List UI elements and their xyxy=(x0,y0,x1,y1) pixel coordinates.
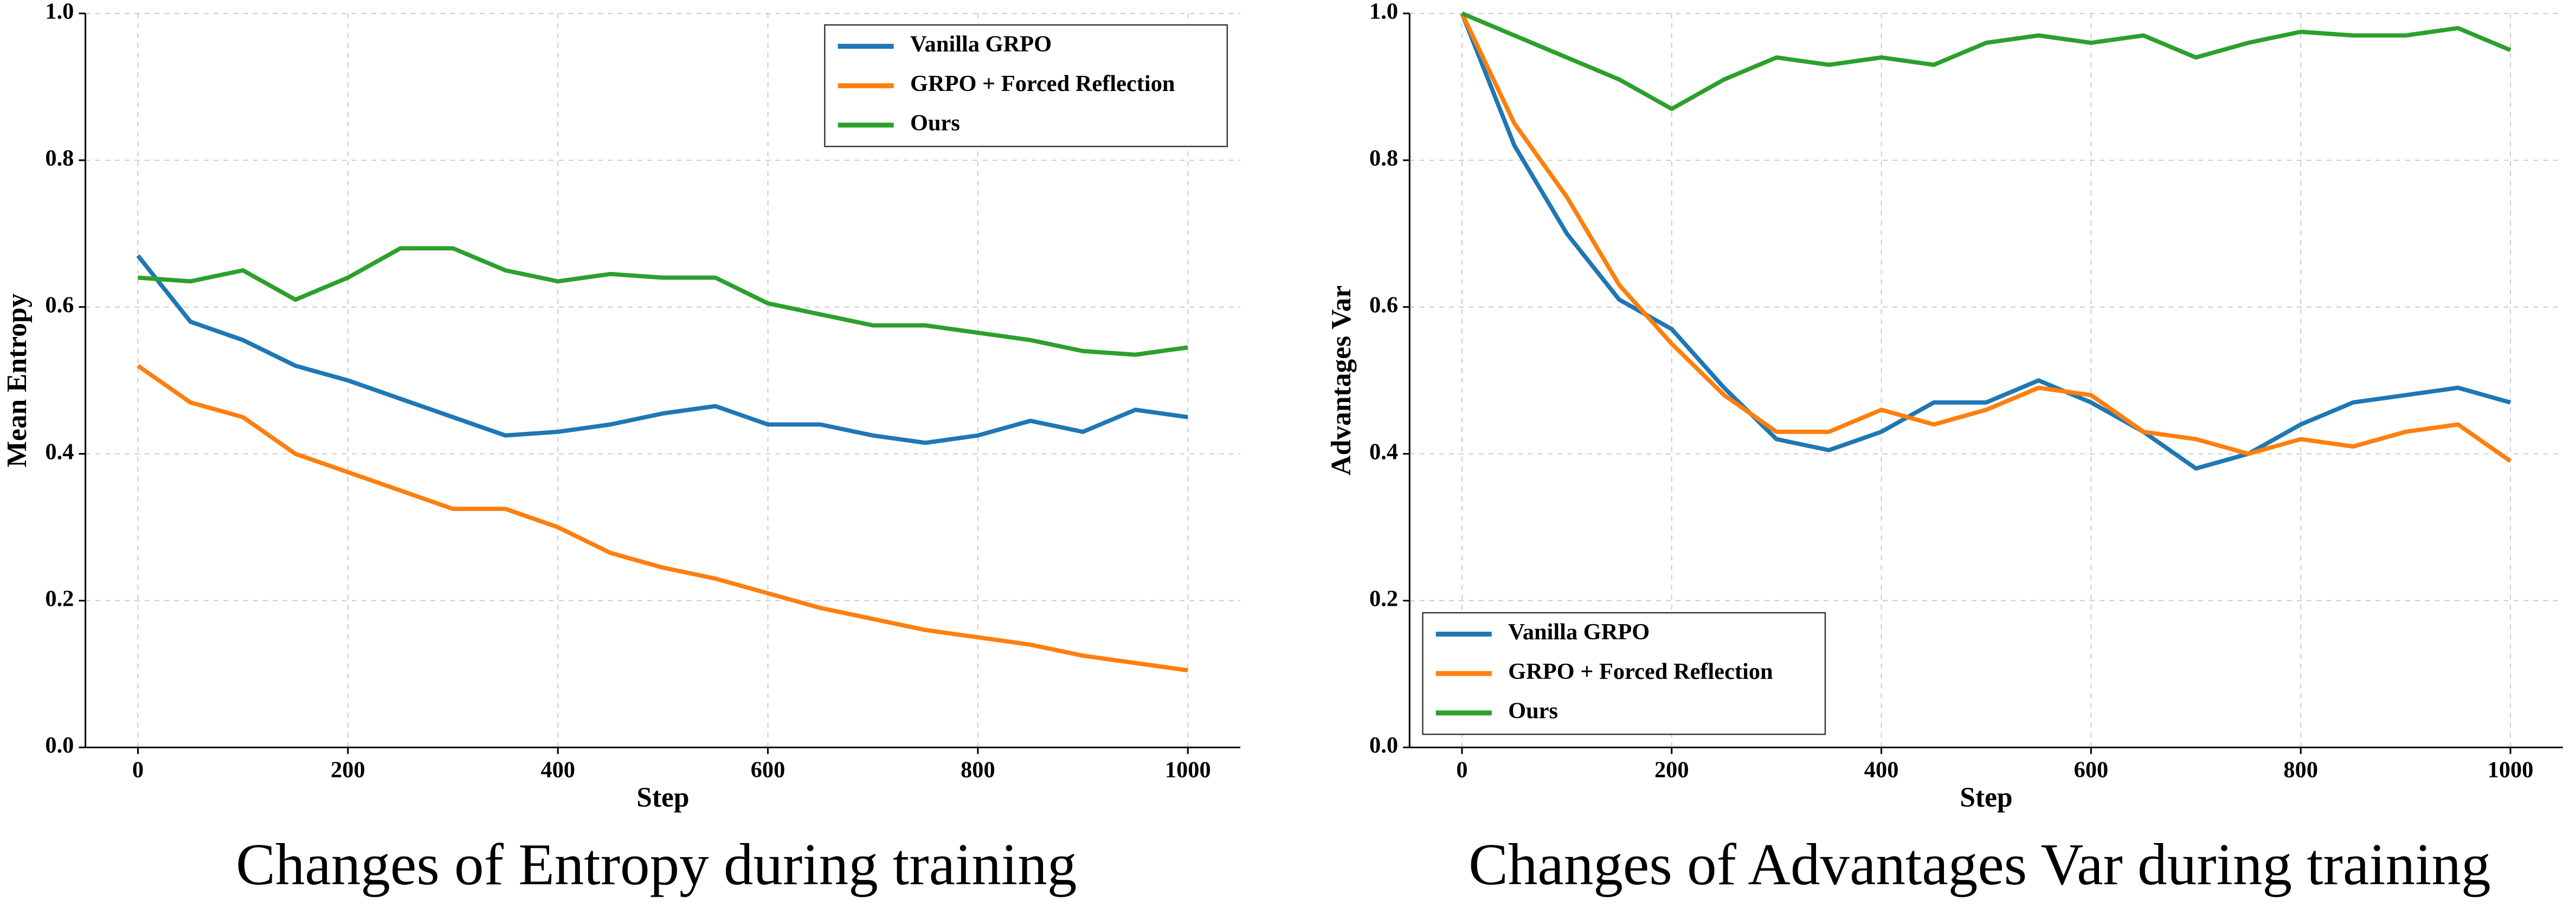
x-tick-label: 600 xyxy=(2074,757,2109,783)
y-tick-label: 0.2 xyxy=(45,586,74,611)
legend-label: Ours xyxy=(910,111,960,136)
x-tick-label: 400 xyxy=(540,757,575,783)
x-tick-label: 800 xyxy=(961,757,995,783)
y-axis-label: Mean Entropy xyxy=(2,293,33,467)
x-tick-label: 800 xyxy=(2283,757,2318,783)
x-tick-label: 0 xyxy=(132,757,144,783)
y-tick-label: 0.8 xyxy=(45,145,74,171)
legend: Vanilla GRPO GRPO + Forced Reflection Ours xyxy=(824,24,1228,147)
y-tick-label: 1.0 xyxy=(45,0,74,24)
chart-title: Changes of Entropy during training xyxy=(236,832,1077,897)
x-tick-label: 200 xyxy=(331,757,365,783)
data-line xyxy=(1460,12,2511,471)
data-line xyxy=(1461,11,2511,111)
legend-label: GRPO + Forced Reflection xyxy=(910,71,1175,96)
x-axis-label: Step xyxy=(636,782,689,813)
x-tick-label: 600 xyxy=(751,757,785,783)
legend-label: GRPO + Forced Reflection xyxy=(1508,659,1773,684)
chart-title: Changes of Advantages Var during trainin… xyxy=(1469,832,2491,897)
x-axis-label: Step xyxy=(1960,782,2012,813)
y-tick-label: 0.0 xyxy=(1369,733,1398,758)
y-tick-label: 0.2 xyxy=(1369,586,1398,611)
data-line xyxy=(136,254,1188,445)
legend-label: Ours xyxy=(1508,698,1558,724)
plot: 0.0 0.2 0.4 0.6 0.8 1.0 0 200 400 600 800 1000 Step A… xyxy=(1326,0,2563,897)
data-line xyxy=(137,364,1188,673)
plot: 0.0 0.2 0.4 0.6 0.8 1.0 0 200 400 600 800 1000 Step M… xyxy=(2,0,1241,897)
legend-label: Vanilla GRPO xyxy=(1508,619,1650,645)
y-tick-label: 0.4 xyxy=(1369,439,1398,464)
x-tick-label: 400 xyxy=(1864,757,1899,783)
y-tick-label: 0.8 xyxy=(1369,145,1398,171)
x-tick-label: 1000 xyxy=(2488,757,2534,783)
y-tick-label: 0.0 xyxy=(45,733,74,758)
legend-label: Vanilla GRPO xyxy=(910,31,1052,57)
data-line xyxy=(138,246,1188,357)
legend: Vanilla GRPO GRPO + Forced Reflection Ours xyxy=(1422,612,1826,735)
x-tick-label: 0 xyxy=(1456,757,1467,783)
y-tick-label: 0.6 xyxy=(45,292,74,318)
y-axis-label: Advantages Var xyxy=(1326,286,1357,476)
data-line xyxy=(1460,12,2512,463)
y-tick-label: 0.6 xyxy=(1369,292,1398,318)
y-tick-label: 1.0 xyxy=(1369,0,1398,24)
x-tick-label: 200 xyxy=(1654,757,1689,783)
x-tick-label: 1000 xyxy=(1165,757,1211,783)
y-tick-label: 0.4 xyxy=(45,439,74,464)
